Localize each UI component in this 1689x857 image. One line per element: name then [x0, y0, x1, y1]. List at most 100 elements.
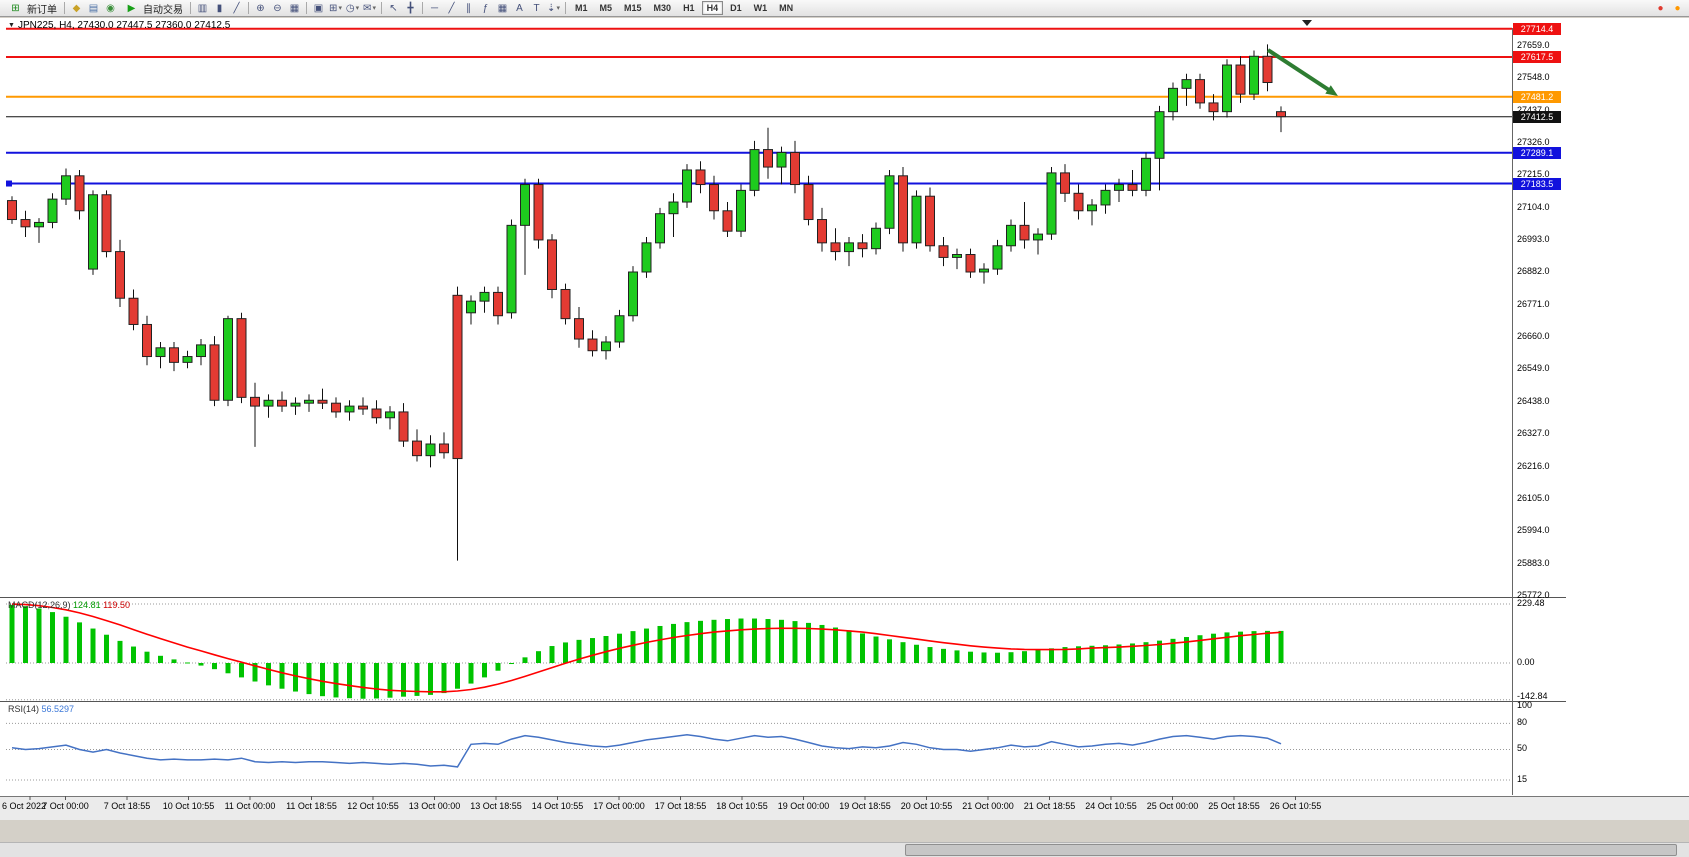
rsi-panel — [6, 722, 1512, 781]
price-level-badge[interactable]: 27412.5 — [1513, 110, 1561, 123]
chart-title-text: JPN225, H4, 27430.0 27447.5 27360.0 2741… — [17, 20, 231, 31]
chart-title: ▼ JPN225, H4, 27430.0 27447.5 27360.0 274… — [8, 20, 230, 31]
time-axis-label: 7 Oct 00:00 — [42, 801, 89, 811]
macd-axis-label: 0.00 — [1517, 657, 1535, 667]
mobile-apps-icon[interactable]: ◉ — [106, 2, 115, 14]
time-axis-label: 11 Oct 18:55 — [286, 801, 337, 811]
macd-axis-label: 229.48 — [1517, 598, 1545, 608]
trend-arrow-annotation[interactable] — [1266, 48, 1338, 96]
price-tick-label: 27104.0 — [1517, 201, 1550, 212]
price-tick-label: 26327.0 — [1517, 428, 1550, 439]
time-axis-label: 13 Oct 00:00 — [408, 801, 461, 811]
price-level-badge[interactable]: 27714.4 — [1513, 22, 1561, 35]
price-level-badge[interactable]: 27289.1 — [1513, 146, 1561, 159]
zoom-out-icon[interactable]: ⊖ — [273, 2, 282, 14]
expert-advisors-icon[interactable]: ◆ — [72, 2, 81, 14]
macd-label: MACD(12,26,9) 124.81 119.50 — [8, 600, 130, 610]
price-level-badge[interactable]: 27617.5 — [1513, 51, 1561, 63]
macd-panel — [6, 603, 1512, 701]
macd-main-value: 124.81 — [73, 600, 101, 610]
arrow-objects-icon[interactable]: ⇣ ▾ — [547, 2, 560, 14]
trendline-tool-icon[interactable]: ╱ — [448, 2, 455, 14]
macd-axis-label: -142.84 — [1517, 691, 1548, 701]
candlestick-series — [7, 44, 1286, 561]
price-tick-label: 27437.0 — [1517, 104, 1550, 115]
time-axis-label: 10 Oct 10:55 — [162, 801, 215, 811]
crosshair-icon[interactable]: ╋ — [407, 2, 414, 14]
time-axis-label: 21 Oct 00:00 — [962, 801, 1014, 811]
toolbar-separator — [64, 2, 65, 14]
price-tick-label: 27548.0 — [1517, 72, 1550, 83]
grid-tool-icon[interactable]: ▦ — [497, 2, 508, 14]
price-tick-label: 25883.0 — [1517, 557, 1550, 568]
timeframe-mn-button[interactable]: MN — [779, 3, 794, 13]
chart-shift-marker-icon[interactable] — [1302, 20, 1312, 26]
timeframe-h1-button[interactable]: H1 — [683, 3, 695, 13]
templates-icon[interactable]: ✉ ▾ — [363, 2, 376, 14]
new-order-button[interactable]: ⊞ 新订单 — [3, 1, 61, 16]
timeframe-m15-button[interactable]: M15 — [624, 3, 642, 13]
new-order-label: 新订单 — [27, 4, 57, 16]
periods-icon[interactable]: ◷ ▾ — [345, 2, 360, 14]
new-order-icon: ⊞ — [11, 2, 20, 14]
time-axis-label: 6 Oct 2022 — [2, 801, 47, 811]
market-depth-icon[interactable]: ▤ — [88, 2, 99, 14]
text-label-tool-icon[interactable]: T — [533, 2, 540, 14]
toolbar-separator — [565, 2, 566, 14]
time-axis-label: 13 Oct 18:55 — [470, 801, 522, 811]
zoom-in-icon[interactable]: ⊕ — [256, 2, 265, 14]
tile-windows-icon[interactable]: ▦ — [289, 2, 300, 14]
toolbar: ⊞ 新订单 ◆ ▤ ◉ ▶ 自动交易 ▥ ▮ ╱ ⊕ ⊖ ▦ ▣ ⊞ ▾ ◷ ▾ ✉ ▾ ↖ ╋ ─ ╱ ∥ ƒ ▦ A T ⇣ ▾ M1 M5… — [0, 0, 1689, 17]
auto-trading-label: 自动交易 — [143, 4, 183, 16]
time-axis-label: 25 Oct 00:00 — [1146, 801, 1199, 811]
chart-collapse-icon[interactable]: ▼ — [8, 22, 15, 29]
fibonacci-tool-icon[interactable]: ƒ — [482, 2, 489, 14]
timeframe-w1-button[interactable]: W1 — [753, 3, 768, 13]
bar-chart-mode-icon[interactable]: ▥ — [197, 2, 208, 14]
timeframe-m5-button[interactable]: M5 — [599, 3, 613, 13]
macd-name: MACD(12,26,9) — [8, 600, 71, 610]
notification-indicator-icon[interactable]: ● — [1674, 2, 1681, 14]
price-tick-label: 26660.0 — [1517, 331, 1550, 342]
price-tick-label: 26216.0 — [1517, 460, 1550, 471]
time-axis-label: 17 Oct 00:00 — [593, 801, 645, 811]
horizontal-line-tool-icon[interactable]: ─ — [430, 2, 439, 14]
time-axis-label: 14 Oct 10:55 — [531, 801, 584, 811]
timeframe-d1-button[interactable]: D1 — [730, 3, 742, 13]
price-tick-label: 26438.0 — [1517, 395, 1550, 406]
rsi-value: 56.5297 — [41, 704, 75, 714]
text-tool-icon[interactable]: A — [516, 2, 523, 14]
price-level-badge[interactable]: 27183.5 — [1513, 177, 1561, 190]
price-tick-label: 27215.0 — [1517, 169, 1550, 180]
timeframe-m1-button[interactable]: M1 — [575, 3, 588, 13]
new-chart-icon[interactable]: ⊞ ▾ — [329, 2, 342, 14]
time-axis-label: 19 Oct 18:55 — [839, 801, 891, 811]
alert-indicator-icon[interactable]: ● — [1657, 2, 1664, 14]
rsi-axis-label: 50 — [1517, 743, 1528, 753]
line-chart-mode-icon[interactable]: ╱ — [233, 2, 240, 14]
auto-trading-button[interactable]: ▶ 自动交易 — [119, 1, 187, 16]
cursor-icon[interactable]: ↖ — [389, 2, 398, 14]
time-axis-label: 20 Oct 10:55 — [900, 801, 953, 811]
arrow-objects-dropdown-icon[interactable]: ▾ — [556, 5, 560, 12]
periods-dropdown-icon[interactable]: ▾ — [355, 5, 360, 12]
auto-trading-icon: ▶ — [127, 2, 136, 14]
candlestick-mode-icon[interactable]: ▮ — [216, 2, 223, 14]
timeframe-h4-button[interactable]: H4 — [701, 1, 724, 15]
equidistant-channel-tool-icon[interactable]: ∥ — [466, 2, 471, 14]
time-axis-label: 12 Oct 10:55 — [347, 801, 399, 811]
price-level-badge[interactable]: 27481.2 — [1513, 90, 1561, 103]
timeframe-m30-button[interactable]: M30 — [653, 3, 672, 13]
price-tick-label: 26993.0 — [1517, 234, 1550, 245]
time-axis-label: 21 Oct 18:55 — [1023, 801, 1076, 811]
time-axis-label: 17 Oct 18:55 — [654, 801, 707, 811]
time-axis-label: 25 Oct 18:55 — [1208, 801, 1260, 811]
time-axis-label: 19 Oct 00:00 — [777, 801, 830, 811]
new-chart-dropdown-icon[interactable]: ▾ — [338, 5, 342, 12]
templates-dropdown-icon[interactable]: ▾ — [372, 5, 376, 12]
time-axis-label: 24 Oct 10:55 — [1085, 801, 1137, 811]
arrange-windows-icon[interactable]: ▣ — [313, 2, 324, 14]
time-axis-label: 26 Oct 10:55 — [1269, 801, 1322, 811]
rsi-name: RSI(14) — [8, 704, 40, 714]
